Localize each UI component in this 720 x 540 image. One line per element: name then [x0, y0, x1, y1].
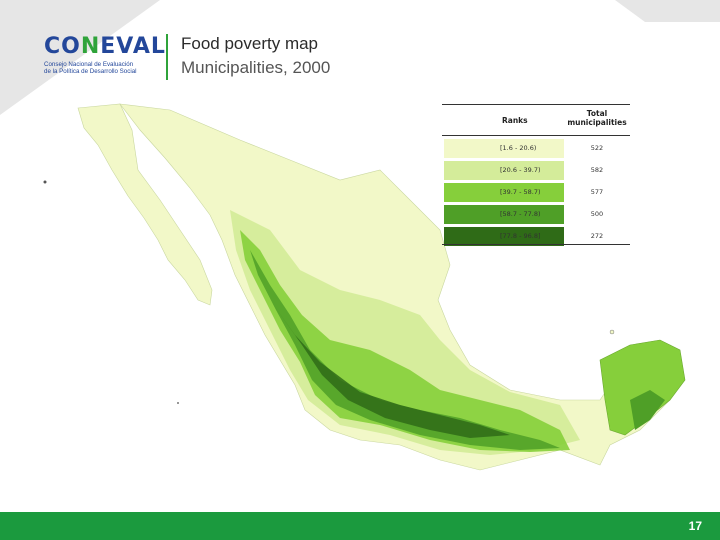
legend-swatch: [444, 139, 564, 158]
header-divider: [166, 34, 168, 80]
map-legend: Ranks Total municipalities [1.6 - 20.6) …: [442, 104, 630, 248]
slide-footer: 17: [0, 512, 720, 540]
logo-wordmark: CONEVAL: [44, 34, 166, 59]
legend-bottom-rule: [442, 244, 630, 245]
legend-swatch: [444, 161, 564, 180]
map-mainland-north: [119, 103, 681, 471]
logo-subtitle-line-1: Consejo Nacional de Evaluación: [44, 61, 134, 68]
legend-count: 500: [590, 210, 604, 218]
legend-row: [39.7 - 58.7) 577: [442, 182, 630, 204]
slide-subtitle: Municipalities, 2000: [181, 58, 331, 77]
map-yucatan: [599, 339, 686, 436]
slide-header: CONEVAL Consejo Nacional de Evaluación d…: [0, 0, 720, 100]
legend-col-total-line-1: Total: [586, 109, 608, 118]
slide-title: Food poverty map: [181, 34, 319, 53]
legend-swatch: [444, 183, 564, 202]
legend-count: 577: [590, 188, 604, 196]
legend-count: 522: [590, 144, 604, 152]
legend-range: [77.8 - 96.8]: [500, 232, 541, 240]
legend-row: [1.6 - 20.6) 522: [442, 138, 630, 160]
legend-col-total-line-2: municipalities: [567, 118, 627, 127]
coneval-logo: CONEVAL Consejo Nacional de Evaluación d…: [44, 34, 165, 80]
legend-swatch: [444, 227, 564, 246]
legend-header: Ranks Total municipalities: [442, 104, 630, 136]
map-zone-darkest-green: [270, 300, 510, 438]
map-zone-medium-green: [240, 230, 570, 452]
legend-row: [77.8 - 96.8] 272: [442, 226, 630, 248]
logo-subtitle-line-2: de la Política de Desarrollo Social: [44, 68, 137, 75]
legend-range: [1.6 - 20.6): [500, 144, 537, 152]
legend-range: [58.7 - 77.8): [500, 210, 541, 218]
legend-range: [39.7 - 58.7): [500, 188, 541, 196]
legend-count: 272: [590, 232, 604, 240]
map-yucatan-dark: [630, 390, 665, 430]
logo-subtitle: Consejo Nacional de Evaluación de la Pol…: [44, 61, 156, 75]
legend-col-total: Total municipalities: [564, 109, 630, 127]
legend-row: [20.6 - 39.7) 582: [442, 160, 630, 182]
legend-col-ranks: Ranks: [502, 116, 528, 125]
map-island-1: [43, 180, 47, 184]
legend-range: [20.6 - 39.7): [500, 166, 541, 174]
mexico-food-poverty-map: [43, 103, 686, 471]
page-number: 17: [688, 519, 702, 533]
map-baja-california: [77, 103, 213, 306]
legend-rows: [1.6 - 20.6) 522 [20.6 - 39.7) 582 [39.7…: [442, 138, 630, 248]
map-island-3: [177, 402, 179, 404]
bg-right-band: [615, 0, 720, 22]
map-island-2: [609, 329, 615, 335]
legend-swatch: [444, 205, 564, 224]
bg-left-triangle: [0, 0, 160, 115]
legend-row: [58.7 - 77.8) 500: [442, 204, 630, 226]
legend-count: 582: [590, 166, 604, 174]
